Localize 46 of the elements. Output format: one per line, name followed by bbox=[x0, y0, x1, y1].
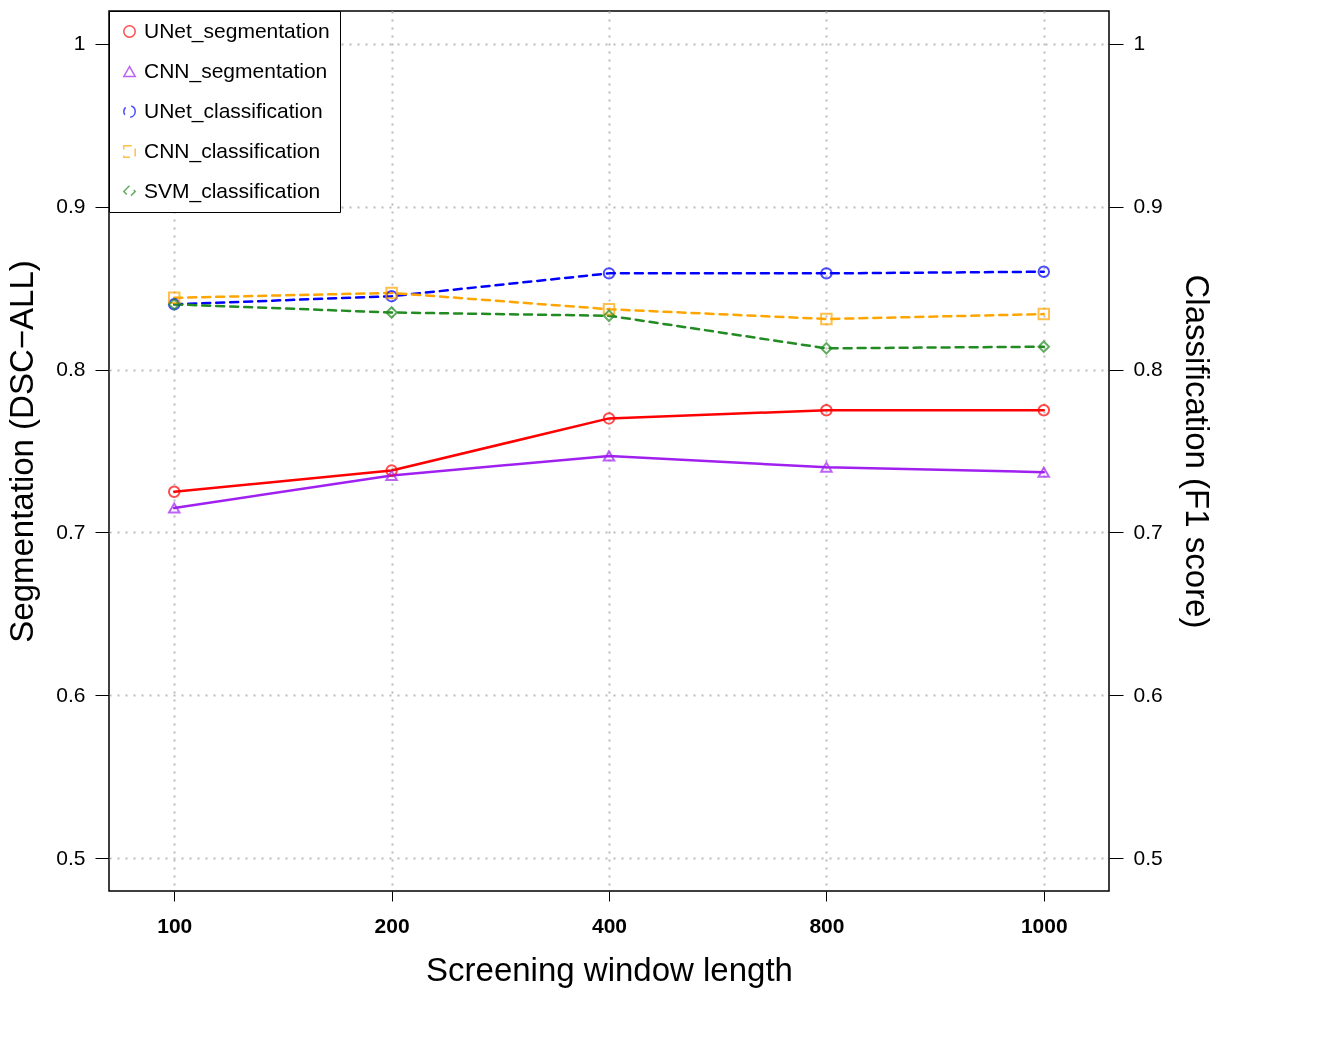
point bbox=[385, 306, 398, 319]
y2-tick-label: 0.7 bbox=[1133, 519, 1163, 543]
y-tick-label: 0.9 bbox=[56, 194, 86, 218]
point bbox=[602, 302, 616, 316]
y2-tick-label: 0.8 bbox=[1133, 357, 1163, 381]
point bbox=[1037, 340, 1051, 353]
point bbox=[602, 267, 616, 280]
point bbox=[820, 312, 833, 326]
y2-axis-title: Classification (F1 score) bbox=[1178, 274, 1216, 629]
x-tick-label: 400 bbox=[591, 913, 628, 937]
y2-tick-label: 1 bbox=[1133, 31, 1146, 55]
point bbox=[602, 412, 616, 425]
point bbox=[385, 464, 398, 477]
point bbox=[167, 291, 181, 305]
x-axis-title: Screening window length bbox=[426, 950, 793, 988]
legend-label: CNN_segmentation bbox=[144, 58, 328, 83]
y-tick-label: 0.5 bbox=[56, 845, 86, 869]
point bbox=[820, 461, 833, 473]
point bbox=[602, 309, 616, 322]
point bbox=[820, 342, 833, 355]
point bbox=[1037, 466, 1051, 478]
point bbox=[820, 267, 833, 280]
y2-tick-label: 0.5 bbox=[1133, 845, 1163, 869]
point bbox=[820, 404, 833, 417]
point bbox=[167, 502, 181, 514]
legend-label: CNN_classification bbox=[144, 138, 321, 163]
point bbox=[1037, 265, 1051, 278]
point bbox=[1037, 404, 1051, 417]
point bbox=[167, 485, 181, 498]
y-tick-label: 0.8 bbox=[56, 357, 86, 381]
x-tick-label: 800 bbox=[809, 913, 845, 937]
legend-label: UNet_classification bbox=[144, 98, 323, 123]
point bbox=[385, 469, 398, 481]
y2-tick-label: 0.9 bbox=[1133, 194, 1163, 218]
x-tick-label: 100 bbox=[157, 913, 193, 937]
y-tick-label: 0.7 bbox=[56, 519, 86, 543]
y-tick-label: 1 bbox=[73, 31, 86, 55]
legend-label: UNet_segmentation bbox=[144, 18, 330, 43]
y-tick-label: 0.6 bbox=[56, 682, 86, 706]
point bbox=[602, 450, 616, 462]
y-axis-title: Segmentation (DSC−ALL) bbox=[3, 260, 41, 643]
legend-label: SVM_classification bbox=[144, 178, 321, 203]
y2-tick-label: 0.6 bbox=[1133, 682, 1163, 706]
point bbox=[1037, 307, 1051, 321]
x-tick-label: 1000 bbox=[1020, 913, 1068, 937]
x-tick-label: 200 bbox=[374, 913, 410, 937]
